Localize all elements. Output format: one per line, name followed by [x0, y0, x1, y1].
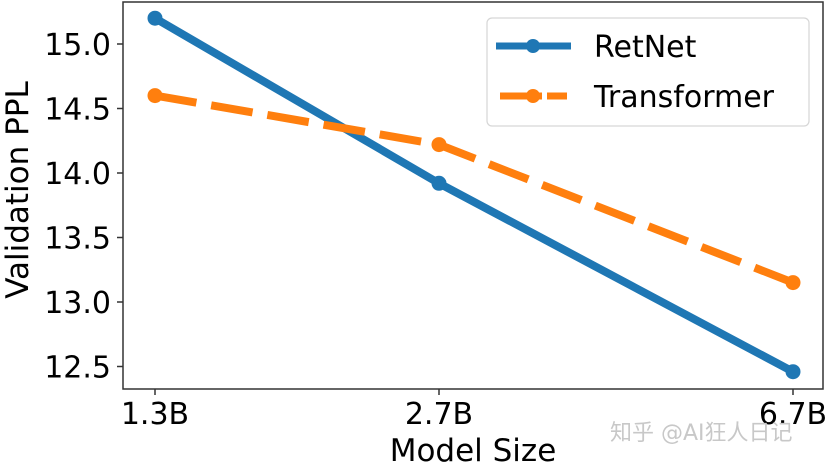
x-tick-label: 2.7B [405, 397, 473, 432]
watermark: 知乎 @AI狂人日记 [610, 421, 793, 446]
y-axis-label: Validation PPL [0, 80, 36, 298]
legend-label: Transformer [593, 80, 775, 115]
data-point-marker [431, 137, 447, 153]
y-tick-label: 13.0 [44, 286, 111, 321]
y-tick-label: 15.0 [44, 28, 111, 63]
data-point-marker [785, 275, 801, 291]
data-point-marker [147, 88, 163, 104]
data-point-marker [785, 364, 801, 380]
legend-item-transformer: Transformer [500, 80, 775, 115]
legend-item-retnet: RetNet [496, 30, 697, 65]
y-tick-label: 12.5 [44, 351, 111, 386]
legend-marker-icon [526, 39, 540, 53]
x-tick-label: 1.3B [121, 397, 189, 432]
y-axis: 15.0 14.5 14.0 13.5 13.0 12.5 Validation… [0, 28, 123, 386]
x-axis-label: Model Size [390, 433, 557, 465]
x-tick-label: 6.7B [759, 397, 827, 432]
legend: RetNet Transformer [486, 17, 810, 127]
y-tick-label: 14.0 [44, 157, 111, 192]
y-tick-label: 13.5 [44, 222, 111, 257]
y-tick-label: 14.5 [44, 93, 111, 128]
series-layer [147, 10, 801, 380]
legend-label: RetNet [594, 30, 697, 65]
series-transformer [147, 88, 801, 291]
series-retnet [147, 10, 801, 380]
data-point-marker [431, 175, 447, 191]
x-axis: 1.3B 2.7B 6.7B Model Size [121, 389, 827, 465]
legend-marker-icon [526, 89, 540, 103]
data-point-marker [147, 10, 163, 26]
